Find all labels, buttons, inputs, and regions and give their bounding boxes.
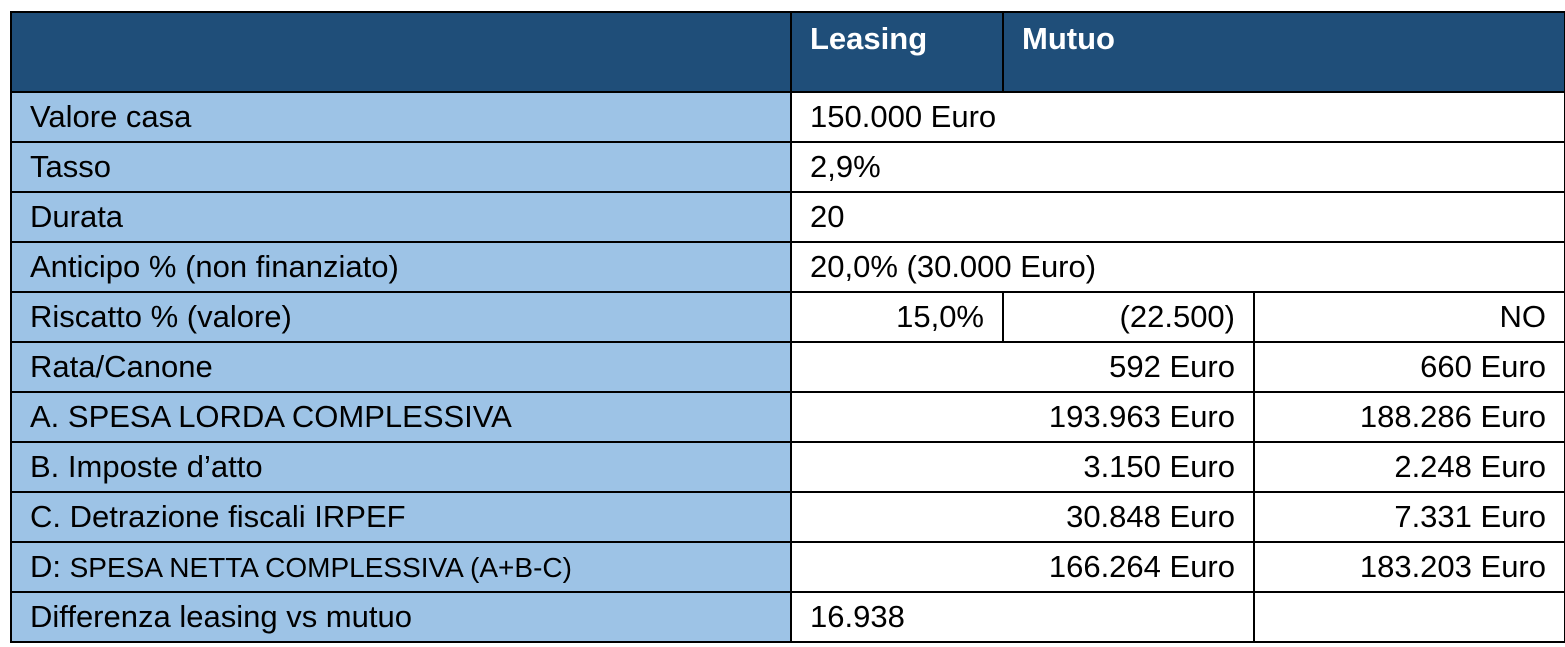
row-label-imposte: B. Imposte d’atto — [10, 441, 792, 493]
table-row: Anticipo % (non finanziato) 20,0% (30.00… — [10, 241, 1565, 293]
valore-casa-value: 150.000 Euro — [790, 91, 1565, 143]
riscatto-mutuo: NO — [1253, 291, 1565, 343]
row-label-anticipo: Anticipo % (non finanziato) — [10, 241, 792, 293]
comparison-table: Leasing Mutuo Valore casa 150.000 Euro T… — [10, 11, 1565, 643]
spesa-lorda-leasing: 193.963 Euro — [790, 391, 1255, 443]
header-mutuo: Mutuo — [1002, 11, 1565, 93]
anticipo-value: 20,0% (30.000 Euro) — [790, 241, 1565, 293]
tasso-value: 2,9% — [790, 141, 1565, 193]
detrazione-mutuo: 7.331 Euro — [1253, 491, 1565, 543]
row-label-differenza: Differenza leasing vs mutuo — [10, 591, 792, 643]
spesa-netta-label-text: SPESA NETTA COMPLESSIVA (A+B-C) — [69, 552, 572, 583]
spesa-netta-leasing: 166.264 Euro — [790, 541, 1255, 593]
spesa-netta-label-prefix: D: — [30, 549, 61, 584]
table-row: Differenza leasing vs mutuo 16.938 — [10, 591, 1565, 643]
row-label-tasso: Tasso — [10, 141, 792, 193]
spesa-netta-mutuo: 183.203 Euro — [1253, 541, 1565, 593]
table-row: Riscatto % (valore) 15,0% (22.500) NO — [10, 291, 1565, 343]
table-row: D: SPESA NETTA COMPLESSIVA (A+B-C) 166.2… — [10, 541, 1565, 593]
rata-leasing: 592 Euro — [790, 341, 1255, 393]
row-label-valore-casa: Valore casa — [10, 91, 792, 143]
table-row: A. SPESA LORDA COMPLESSIVA 193.963 Euro … — [10, 391, 1565, 443]
header-leasing: Leasing — [790, 11, 1004, 93]
row-label-riscatto: Riscatto % (valore) — [10, 291, 792, 343]
row-label-rata: Rata/Canone — [10, 341, 792, 393]
row-label-spesa-netta: D: SPESA NETTA COMPLESSIVA (A+B-C) — [10, 541, 792, 593]
differenza-empty-cell — [1253, 591, 1565, 643]
spesa-lorda-mutuo: 188.286 Euro — [1253, 391, 1565, 443]
differenza-value: 16.938 — [790, 591, 1255, 643]
row-label-spesa-lorda: A. SPESA LORDA COMPLESSIVA — [10, 391, 792, 443]
riscatto-leasing-value: (22.500) — [1002, 291, 1255, 343]
table-row: C. Detrazione fiscali IRPEF 30.848 Euro … — [10, 491, 1565, 543]
durata-value: 20 — [790, 191, 1565, 243]
imposte-mutuo: 2.248 Euro — [1253, 441, 1565, 493]
table-row: B. Imposte d’atto 3.150 Euro 2.248 Euro — [10, 441, 1565, 493]
table-row: Valore casa 150.000 Euro — [10, 91, 1565, 143]
table-row: Durata 20 — [10, 191, 1565, 243]
table-row: Tasso 2,9% — [10, 141, 1565, 193]
imposte-leasing: 3.150 Euro — [790, 441, 1255, 493]
riscatto-leasing-pct: 15,0% — [790, 291, 1004, 343]
rata-mutuo: 660 Euro — [1253, 341, 1565, 393]
header-row: Leasing Mutuo — [10, 11, 1565, 93]
header-empty-cell — [10, 11, 792, 93]
row-label-durata: Durata — [10, 191, 792, 243]
table-row: Rata/Canone 592 Euro 660 Euro — [10, 341, 1565, 393]
row-label-detrazione: C. Detrazione fiscali IRPEF — [10, 491, 792, 543]
detrazione-leasing: 30.848 Euro — [790, 491, 1255, 543]
